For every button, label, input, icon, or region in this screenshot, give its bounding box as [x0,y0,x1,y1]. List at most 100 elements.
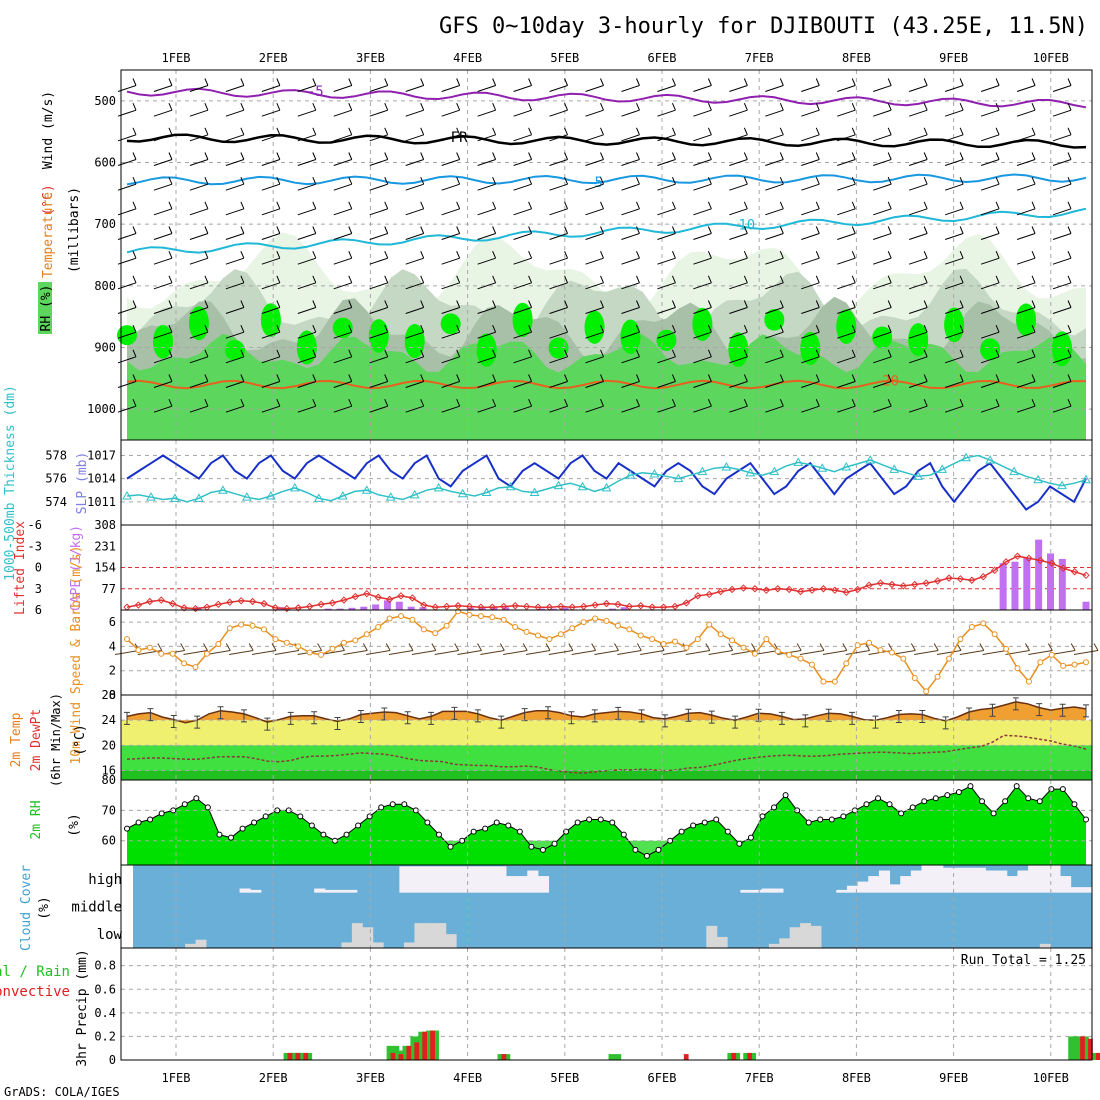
y-tick-label: 6 [109,615,116,629]
surface-wind-barb [503,643,528,655]
wind-barb [333,127,353,142]
wind-barb [801,176,820,191]
lifted-index-marker [1082,571,1090,579]
lifted-index-marker [785,585,793,594]
wind-barb [765,398,784,413]
wind-speed-marker [318,651,325,658]
bottom-date-axis: 1FEB 2FEB 3FEB 4FEB 5FEB 6FEB 7FEB 8FEB 9FEB 10FE… [162,1071,1069,1085]
y-tick-label: 28 [102,688,116,702]
dewpoint-line [126,734,1087,774]
temp-range-bar [498,715,505,729]
wind-barb [225,201,245,216]
lifted-index-marker [1013,552,1022,560]
wind-speed-marker [340,639,347,646]
wind-barb [513,102,533,117]
wind-barb [297,102,317,117]
wind-barb [189,152,209,166]
precip-total-legend: Total / Rain [0,964,70,980]
wind-barb [621,300,640,314]
rh-marker [944,792,951,799]
wind-barb [621,226,640,240]
cloud-cell-high [1070,887,1082,893]
rh-core-90 [1016,303,1037,337]
wind-barb [693,127,712,142]
wind-speed-marker [546,636,553,643]
rh-marker [747,834,754,841]
lifted-index-marker [990,566,999,575]
lifted-index-marker [214,600,223,609]
cloud-cell-high [250,889,262,893]
rh-marker [678,828,685,835]
wind-barb [225,374,245,388]
thickness-marker [481,487,492,497]
wind-barb [980,152,1000,166]
wind-barb [765,324,784,339]
wind-barb [189,398,209,413]
wind-barb [189,300,209,314]
upper-ylabel-temperature: Temperature [41,192,56,278]
wind-barb [909,374,928,388]
wind-speed-marker [169,650,176,657]
wind-barb [657,324,676,339]
wind-barb [225,127,245,142]
thickness-marker [146,492,156,501]
wind-barb [765,78,784,92]
lifted-index-marker [705,590,713,599]
surface-wind-barb [914,643,939,655]
rh-marker [378,804,385,811]
thickness-marker [625,470,636,479]
lifted-index-marker [408,594,417,602]
wind-barb [405,127,425,142]
lifted-index-marker [397,592,405,600]
surface-wind-barb [411,643,437,655]
lifted-index-ylabel: Lifted Index [13,521,28,615]
surface-wind-barb [480,643,505,655]
wind-barb [477,324,497,339]
lifted-index-marker [237,597,245,605]
y-tick-label: 231 [94,539,116,553]
lifted-index-marker [248,597,257,606]
wind-barb [980,102,1000,117]
upper-ylabel-wind: Wind (m/s) [41,91,56,169]
surface-wind-barb [1073,643,1099,655]
thickness-marker [577,481,588,491]
temp-range-bar [287,711,294,725]
wind-barb [729,127,748,142]
y-tick-label: 900 [94,341,116,355]
rh-marker [124,825,130,832]
wind-ylabel: 10m Wind Speed & Barbs (m/s) [69,545,84,764]
wind-barb [1016,324,1036,339]
isotherm-label: 10 [738,218,755,234]
lifted-index-marker [340,596,348,604]
wind-barb [729,102,748,117]
cloud-cell-high [942,867,954,893]
wind-barb [333,349,353,364]
wind-barb [657,349,676,364]
cloud-cell-high [1060,876,1072,893]
lifted-index-marker [180,604,188,612]
lifted-index-marker [933,577,942,585]
wind-speed-marker [614,622,621,629]
lifted-index-marker [774,585,782,593]
wind-speed-marker [649,636,656,643]
thickness-marker [649,468,660,478]
temp-range-bar [1036,703,1043,717]
cloud-cell-low [789,927,801,948]
wind-barb [980,127,1000,142]
temp-range-bar [942,716,949,730]
y-tick-label: 308 [94,518,116,532]
surface-wind-barb [959,643,985,655]
wind-barb [333,201,353,216]
wind-speed-marker [1048,651,1055,658]
wind-barb [621,176,640,191]
wind-barb [297,226,317,240]
wind-barb [585,78,604,92]
cloud-cell-low [404,942,415,948]
rh-marker [147,816,154,823]
lifted-index-marker [579,602,588,611]
lifted-index-marker [751,585,759,593]
temp-range-bar [615,706,622,720]
wind-barb [585,250,604,265]
wind-barb [225,152,245,166]
wind-barb [441,349,461,364]
